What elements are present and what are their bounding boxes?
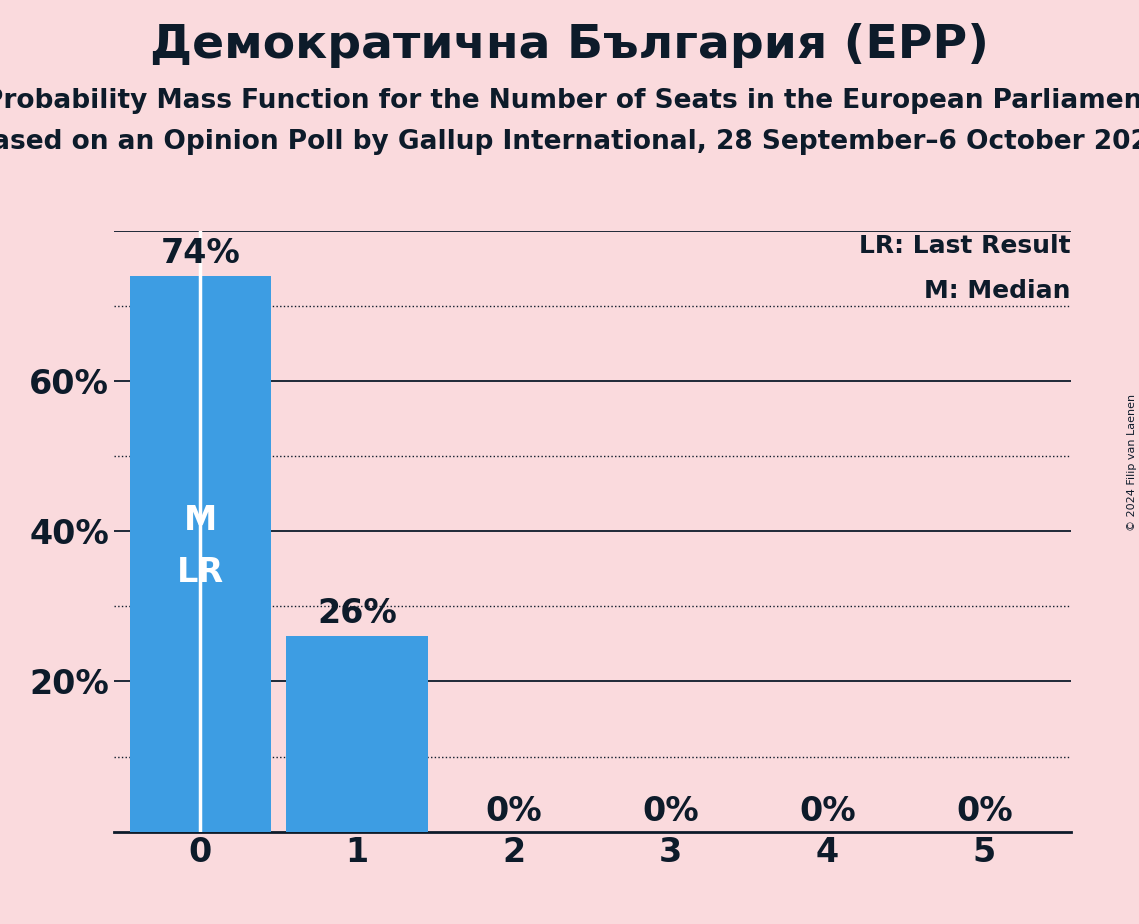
- Text: Probability Mass Function for the Number of Seats in the European Parliament: Probability Mass Function for the Number…: [0, 88, 1139, 114]
- Text: © 2024 Filip van Laenen: © 2024 Filip van Laenen: [1126, 394, 1137, 530]
- Text: 0%: 0%: [642, 795, 699, 828]
- Text: 0%: 0%: [800, 795, 855, 828]
- Text: Демократична България (EPP): Демократична България (EPP): [150, 23, 989, 68]
- Text: Based on an Opinion Poll by Gallup International, 28 September–6 October 2024: Based on an Opinion Poll by Gallup Inter…: [0, 129, 1139, 155]
- Text: M: M: [183, 504, 216, 537]
- Text: LR: Last Result: LR: Last Result: [859, 234, 1071, 258]
- Text: 26%: 26%: [317, 598, 396, 630]
- Bar: [286, 637, 427, 832]
- Text: M: Median: M: Median: [924, 279, 1071, 303]
- Text: 0%: 0%: [485, 795, 542, 828]
- Text: 0%: 0%: [956, 795, 1013, 828]
- Bar: [130, 276, 271, 832]
- Text: LR: LR: [177, 556, 223, 590]
- Text: 74%: 74%: [161, 237, 240, 270]
